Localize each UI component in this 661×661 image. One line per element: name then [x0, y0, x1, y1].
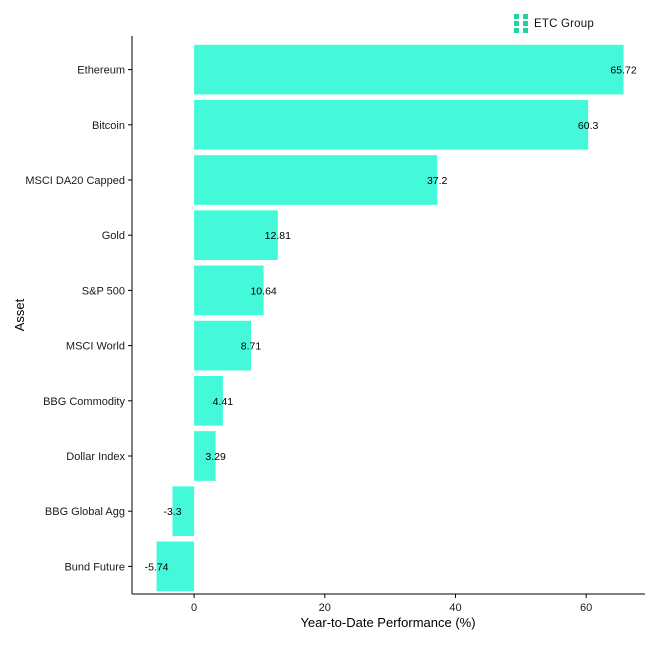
category-label: MSCI DA20 Capped [25, 175, 125, 187]
bar-bund-future [156, 541, 195, 592]
value-label: 3.29 [205, 451, 226, 463]
bar-dollar-index [194, 431, 216, 481]
bar-bitcoin [194, 99, 589, 150]
bars-group [156, 44, 624, 592]
category-label: Gold [102, 230, 125, 242]
value-label: 37.2 [427, 175, 448, 187]
value-label: 60.3 [578, 120, 599, 132]
bar-s-p-500 [194, 265, 264, 316]
value-label: 12.81 [265, 230, 291, 242]
value-label: 10.64 [250, 285, 276, 297]
category-label: BBG Commodity [43, 396, 125, 408]
category-label: Bitcoin [92, 120, 125, 132]
category-label: Dollar Index [66, 451, 125, 463]
category-label: Ethereum [77, 65, 125, 77]
bar-bbg-global-agg [172, 486, 195, 537]
y-axis-ticks: Ethereum Bitcoin MSCI DA20 Capped Gold S&P 5… [25, 65, 132, 573]
y-axis-title: Asset [12, 298, 27, 331]
x-tick-label: 0 [191, 602, 197, 614]
x-tick-label: 40 [449, 602, 461, 614]
x-axis-title: Year-to-Date Performance (%) [300, 615, 475, 630]
x-axis-ticks: 0 20 40 60 [191, 594, 592, 614]
category-label: BBG Global Agg [45, 506, 125, 518]
category-label: Bund Future [64, 561, 125, 573]
x-tick-label: 20 [319, 602, 331, 614]
etc-group-logo-icon [514, 14, 528, 33]
bar-msci-world [194, 320, 252, 371]
logo-text: ETC Group [534, 17, 594, 30]
bar-ethereum [194, 44, 624, 95]
category-label: S&P 500 [82, 285, 125, 297]
value-label: 65.72 [610, 65, 636, 77]
value-label: 8.71 [241, 341, 262, 353]
value-labels-group: 65.72 60.3 37.2 12.81 10.64 8.71 4.41 3.29 -3.3 -… [145, 65, 637, 574]
bar-bbg-commodity [194, 375, 223, 426]
category-label: MSCI World [66, 341, 125, 353]
bar-msci-da20-capped [194, 155, 438, 205]
bar-gold [194, 210, 278, 261]
etc-group-logo: ETC Group [514, 14, 594, 33]
value-label: -5.74 [145, 561, 169, 573]
x-tick-label: 60 [580, 602, 592, 614]
value-label: -3.3 [163, 506, 181, 518]
value-label: 4.41 [213, 396, 234, 408]
